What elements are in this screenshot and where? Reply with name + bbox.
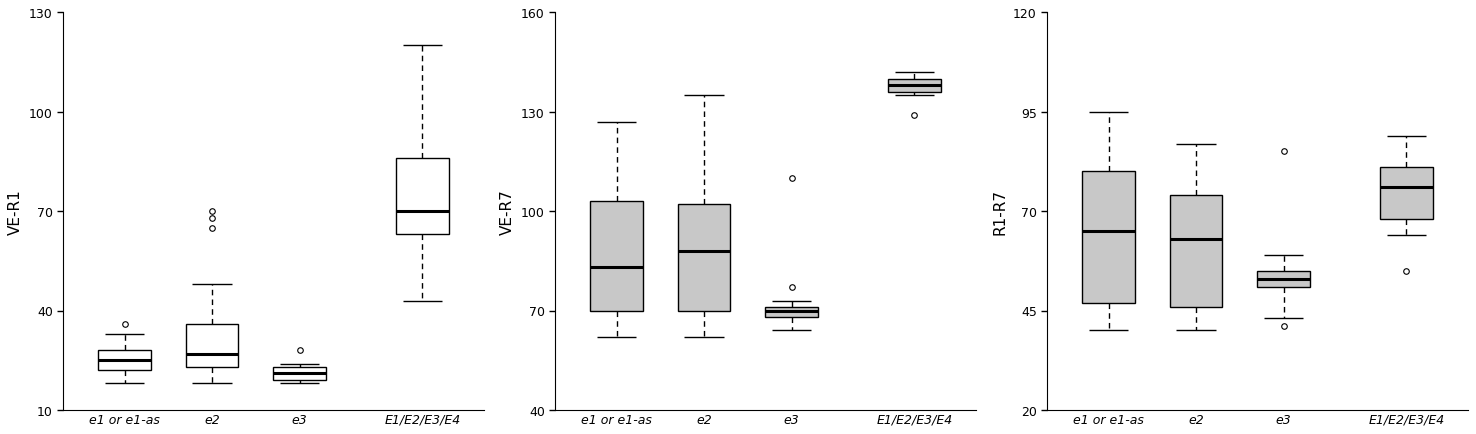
Y-axis label: VE-R1: VE-R1 xyxy=(9,189,24,234)
Bar xyxy=(1170,196,1222,307)
Bar xyxy=(889,79,940,92)
Bar xyxy=(677,205,731,311)
Bar xyxy=(99,350,151,370)
Bar xyxy=(766,307,818,317)
Bar xyxy=(1082,172,1135,303)
Bar xyxy=(273,367,326,380)
Y-axis label: R1-R7: R1-R7 xyxy=(992,189,1008,234)
Bar xyxy=(590,202,642,311)
Bar xyxy=(396,159,449,235)
Bar xyxy=(1380,168,1433,220)
Bar xyxy=(1258,271,1311,287)
Bar xyxy=(186,324,239,367)
Y-axis label: VE-R7: VE-R7 xyxy=(500,189,515,234)
